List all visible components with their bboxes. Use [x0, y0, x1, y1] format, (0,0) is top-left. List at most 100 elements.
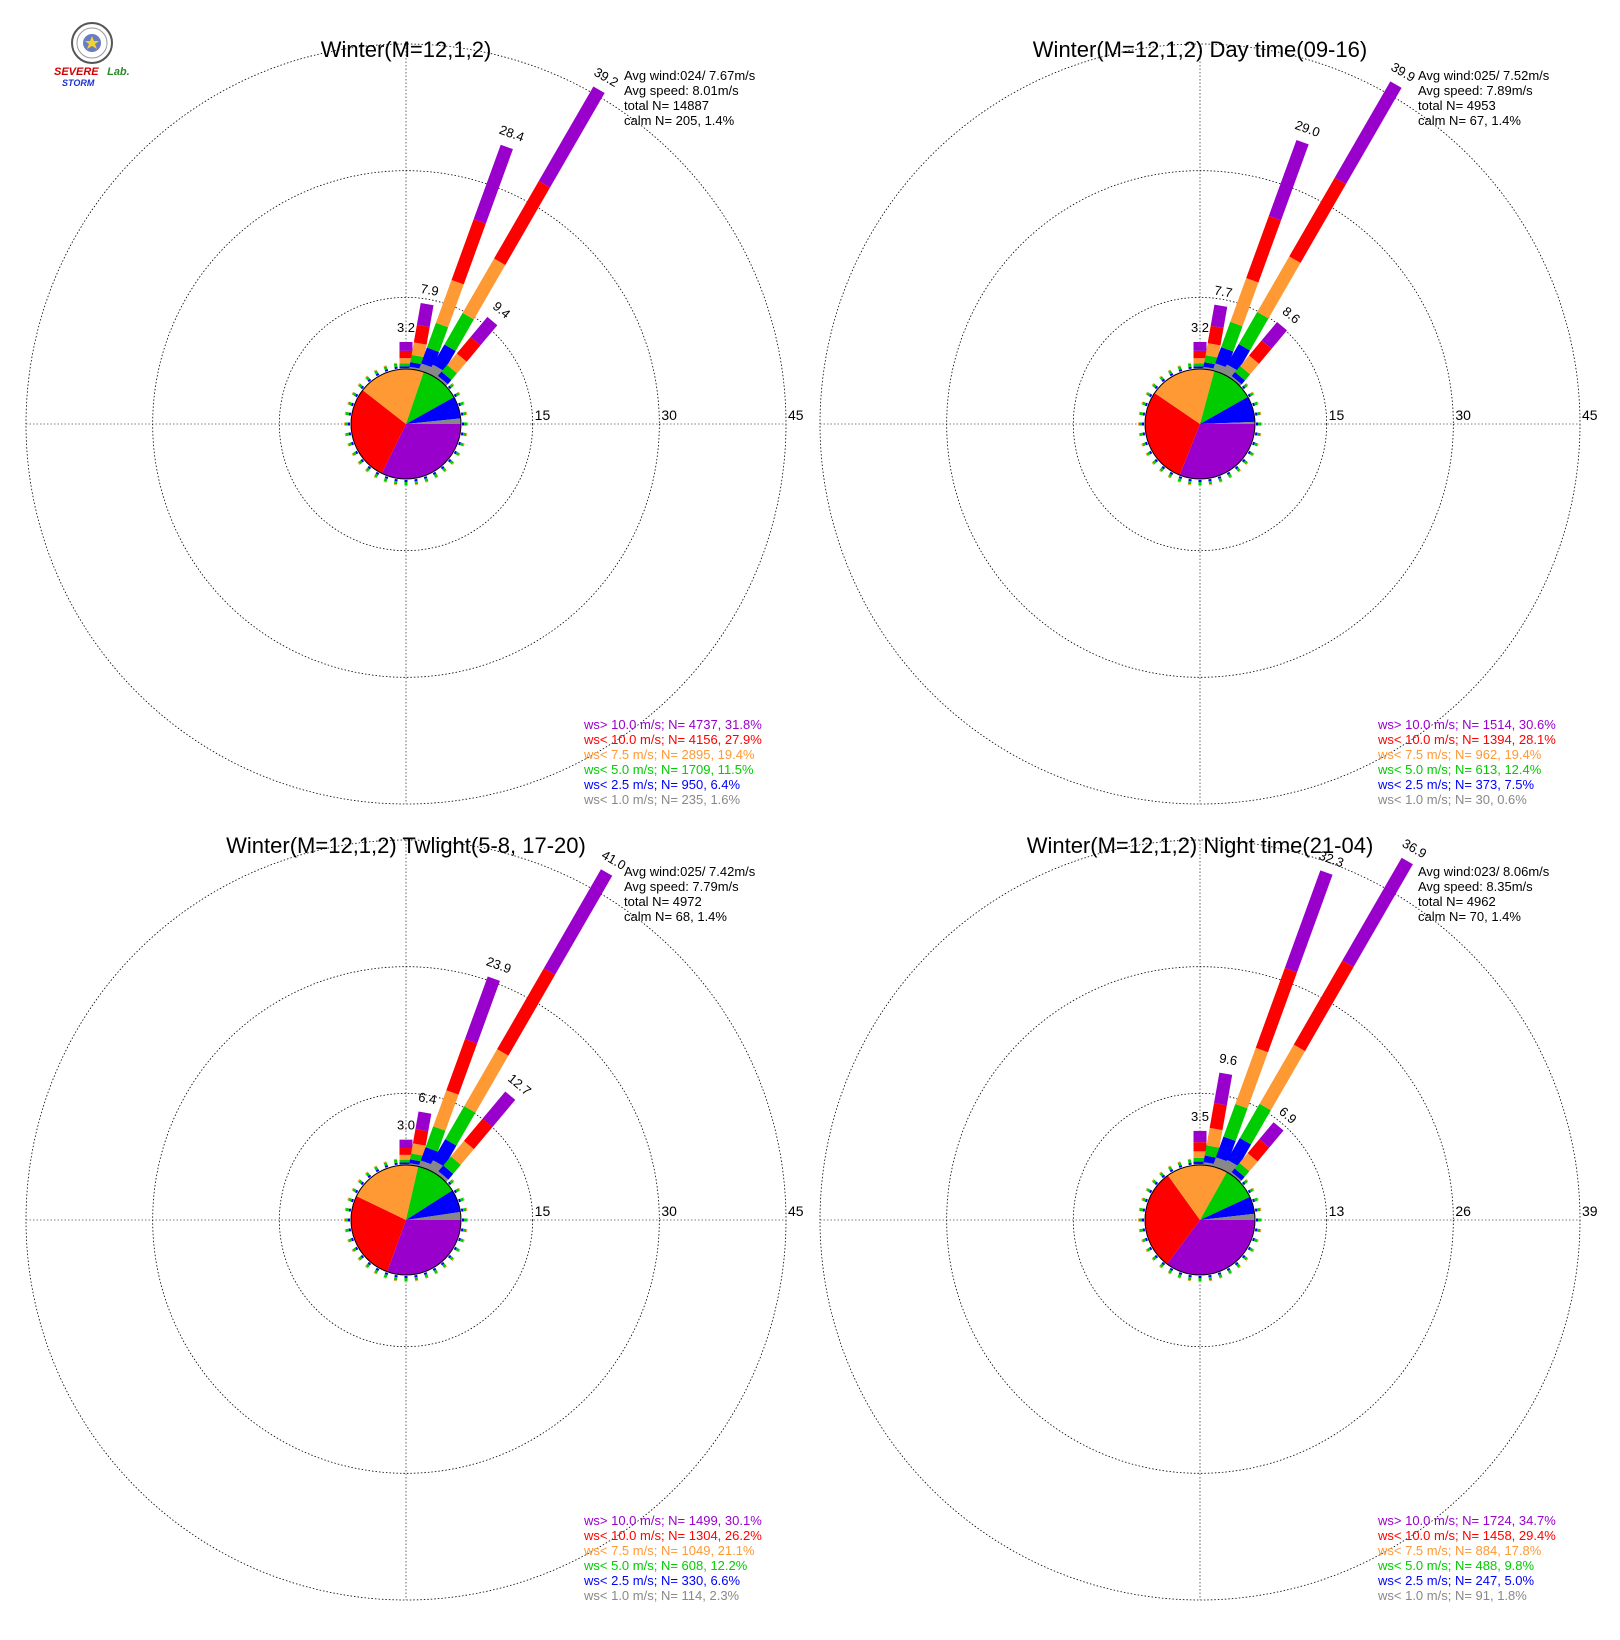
spoke-segment: [447, 353, 467, 374]
ring-label: 45: [788, 407, 804, 423]
minor-spoke: [374, 1166, 379, 1171]
ring-label: 45: [788, 1203, 804, 1219]
minor-spoke: [1238, 1265, 1242, 1269]
spoke-segment: [1240, 355, 1260, 375]
spoke-segment: [416, 303, 434, 327]
minor-spoke: [1187, 1276, 1192, 1281]
minor-spoke: [1238, 469, 1242, 473]
minor-spoke: [440, 1261, 445, 1266]
minor-spoke: [348, 442, 353, 447]
spoke-30: 36.9: [1221, 836, 1429, 1176]
spoke-segment: [1334, 81, 1402, 185]
minor-spoke: [1249, 1247, 1254, 1252]
minor-spoke: [1158, 375, 1162, 379]
minor-spoke: [1154, 1181, 1159, 1186]
spoke-segment: [425, 1126, 446, 1152]
minor-spoke: [374, 1269, 379, 1274]
stat-line: Avg wind:025/ 7.42m/s: [624, 864, 756, 879]
spoke-segment: [399, 366, 413, 369]
stat-line: total N= 4972: [624, 894, 702, 909]
pie-slice: [356, 1164, 419, 1220]
spoke-segment: [450, 1140, 474, 1165]
minor-spoke: [348, 1197, 353, 1202]
minor-spoke: [451, 462, 455, 466]
legend-entry: ws< 7.5 m/s; N= 2895, 19.4%: [583, 747, 755, 762]
minor-spoke: [1142, 1238, 1147, 1243]
spoke-segment: [1226, 343, 1250, 371]
minor-spoke: [1161, 1174, 1166, 1179]
minor-spoke: [1227, 473, 1232, 478]
spoke-segment: [1204, 355, 1219, 365]
minor-spoke: [1144, 402, 1148, 407]
spoke-segment: [1259, 1122, 1284, 1148]
pie-outline: [1144, 368, 1256, 480]
minor-spoke: [364, 1171, 368, 1175]
spoke-30: 39.9: [1221, 59, 1418, 380]
spoke-segment: [1234, 1162, 1250, 1177]
minor-spoke: [348, 1238, 353, 1243]
legend-entry: ws< 2.5 m/s; N= 330, 6.6%: [583, 1573, 741, 1588]
ring-label: 15: [1329, 407, 1345, 423]
minor-spoke: [1167, 476, 1171, 479]
legend-entry: ws< 1.0 m/s; N= 30, 0.6%: [1377, 792, 1527, 807]
spoke-value-label: 9.4: [490, 298, 513, 321]
pie-slice: [351, 390, 406, 474]
legend-entry: ws< 2.5 m/s; N= 950, 6.4%: [583, 777, 741, 792]
legend-entry: ws< 10.0 m/s; N= 1394, 28.1%: [1377, 732, 1556, 747]
minor-spoke: [383, 1162, 388, 1167]
minor-spoke: [1253, 442, 1258, 447]
minor-spoke: [462, 432, 467, 437]
minor-spoke: [345, 1228, 350, 1233]
minor-spoke: [458, 1187, 461, 1191]
minor-spoke: [1252, 391, 1255, 395]
pie-slice: [1200, 1213, 1255, 1220]
minor-spoke: [414, 1276, 419, 1281]
legend-entry: ws< 7.5 m/s; N= 884, 17.8%: [1377, 1543, 1542, 1558]
spoke-value-label: 39.2: [592, 64, 621, 90]
pie-slice: [1154, 368, 1215, 424]
spoke-segment: [494, 181, 551, 265]
minor-spoke: [458, 441, 462, 446]
minor-spoke: [383, 477, 388, 482]
spoke-segment: [1284, 870, 1333, 973]
minor-spoke: [1241, 1181, 1246, 1186]
minor-spoke: [1146, 1247, 1151, 1252]
minor-spoke: [1142, 442, 1147, 447]
minor-spoke: [384, 476, 389, 480]
spoke-segment: [399, 1159, 413, 1163]
spoke-40: 6.9: [1230, 1104, 1300, 1183]
spoke-segment: [1235, 366, 1251, 381]
ring-label: 13: [1329, 1203, 1345, 1219]
minor-spoke: [1167, 1272, 1171, 1275]
minor-spoke: [1252, 1237, 1256, 1242]
minor-spoke: [373, 476, 377, 479]
minor-spoke: [414, 480, 419, 485]
minor-spoke: [435, 1272, 439, 1275]
legend-entry: ws> 10.0 m/s; N= 1724, 34.7%: [1377, 1513, 1556, 1528]
spoke-10: 9.6: [1203, 1050, 1239, 1167]
minor-spoke: [458, 453, 461, 457]
minor-spoke: [1245, 1178, 1249, 1182]
spoke-segment: [1289, 177, 1347, 263]
minor-spoke: [1178, 1272, 1183, 1276]
stat-line: calm N= 205, 1.4%: [624, 113, 735, 128]
spoke-segment: [543, 869, 613, 975]
minor-spoke: [360, 1181, 365, 1186]
spoke-segment: [1193, 363, 1207, 367]
minor-spoke: [1256, 432, 1261, 437]
minor-spoke: [444, 469, 448, 473]
minor-spoke: [1151, 462, 1155, 466]
minor-spoke: [1151, 382, 1155, 386]
minor-spoke: [435, 476, 439, 479]
spoke-segment: [1210, 304, 1228, 329]
minor-spoke: [1152, 1179, 1157, 1184]
minor-spoke: [364, 1265, 368, 1269]
logo-text-lab: Lab.: [107, 66, 130, 78]
spoke-20: 32.3: [1212, 848, 1346, 1171]
spoke-30: 39.2: [427, 64, 621, 380]
minor-spoke: [375, 1267, 380, 1271]
spoke-segment: [1239, 1103, 1271, 1145]
minor-spoke: [1234, 1261, 1239, 1266]
minor-spoke: [351, 1249, 354, 1253]
